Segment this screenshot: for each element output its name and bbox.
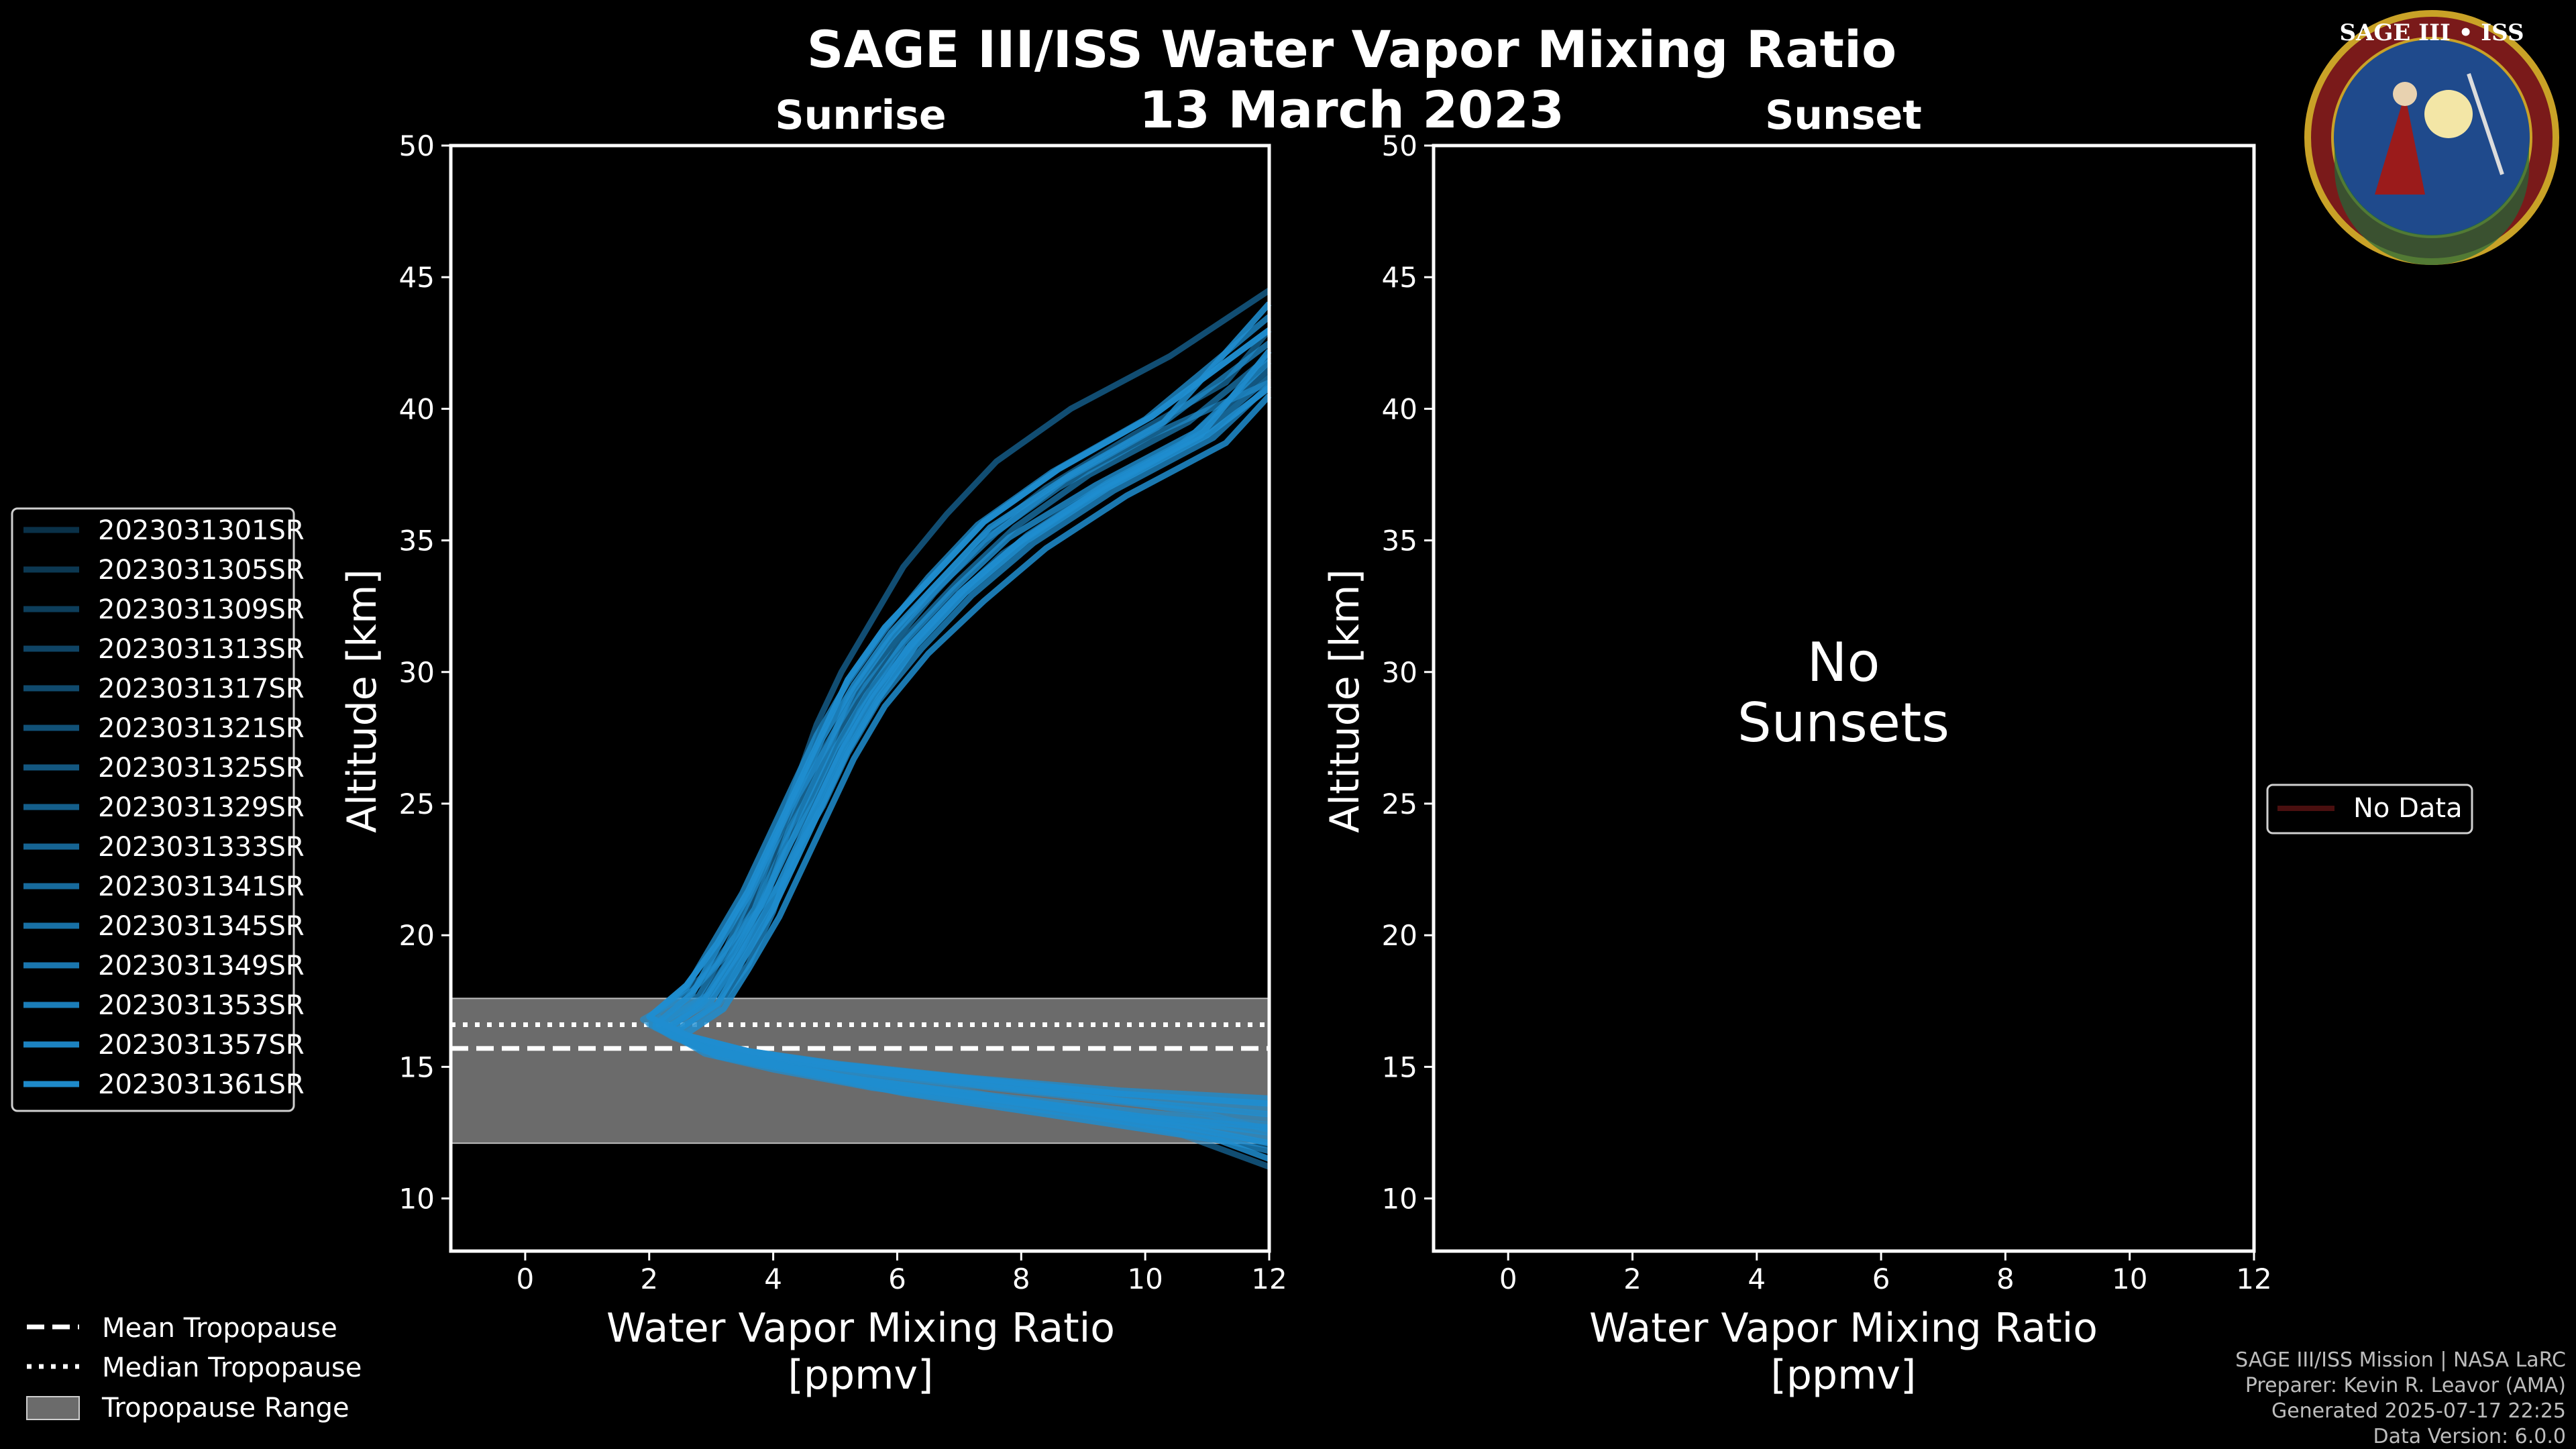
x-tick-label: 4 xyxy=(1748,1263,1766,1295)
y-tick-label: 25 xyxy=(1382,788,1417,820)
legend-entry: 2023031321SR xyxy=(98,713,305,744)
profile-line-2023031357SR xyxy=(671,385,1271,1146)
sunrise-plot: 0 2 4 6 8 10 12 10 15 20 25 30 35 40 45 50 Water Vapor … xyxy=(339,129,1287,1399)
no-sunsets-line1: No xyxy=(1807,631,1880,694)
y-tick-label: 15 xyxy=(1382,1051,1417,1083)
y-tick-label: 25 xyxy=(399,788,435,820)
y-tick-label: 35 xyxy=(1382,525,1417,557)
y-tick-label: 10 xyxy=(399,1183,435,1216)
x-tick-label: 6 xyxy=(888,1263,906,1295)
logo-text: SAGE III • ISS xyxy=(2339,19,2524,46)
sunset-xlabel-units: [ppmv] xyxy=(1771,1352,1917,1399)
legend-entry: 2023031341SR xyxy=(98,871,305,902)
no-sunsets-line2: Sunsets xyxy=(1737,692,1949,754)
y-tick-label: 40 xyxy=(399,392,435,425)
sunrise-ticks: 0 2 4 6 8 10 12 10 15 20 25 30 35 40 45 50 xyxy=(399,129,1287,1295)
sunrise-series xyxy=(640,288,1272,1170)
tropopause-layer xyxy=(450,998,1270,1144)
y-tick-label: 40 xyxy=(1382,392,1417,425)
sunset-ticks: 0 2 4 6 8 10 12 10 15 20 25 30 35 40 45 50 xyxy=(1382,129,2272,1295)
sunset-subtitle: Sunset xyxy=(1765,92,1922,139)
x-tick-label: 10 xyxy=(1127,1263,1163,1295)
footer-line1: SAGE III/ISS Mission | NASA LaRC xyxy=(2235,1348,2566,1372)
y-tick-label: 20 xyxy=(1382,919,1417,952)
legend-entry: 2023031329SR xyxy=(98,792,305,823)
legend-entry: 2023031333SR xyxy=(98,832,305,863)
sunset-xlabel: Water Vapor Mixing Ratio xyxy=(1589,1305,2098,1352)
legend-entry: 2023031349SR xyxy=(98,951,305,981)
mean-tropopause-label: Mean Tropopause xyxy=(102,1313,337,1344)
sunrise-xlabel-units: [ppmv] xyxy=(788,1352,934,1399)
legend-entry: 2023031317SR xyxy=(98,674,305,704)
legend-entry: 2023031353SR xyxy=(98,990,305,1021)
legend-entry: 2023031313SR xyxy=(98,634,305,665)
date-title: 13 March 2023 xyxy=(1139,80,1564,140)
legend-entry: 2023031345SR xyxy=(98,911,305,942)
y-tick-label: 45 xyxy=(399,261,435,294)
profile-line-2023031345SR xyxy=(677,393,1272,1162)
y-tick-label: 30 xyxy=(399,656,435,689)
legend-entry: 2023031325SR xyxy=(98,753,305,784)
sunrise-ylabel: Altitude [km] xyxy=(339,569,386,833)
x-tick-label: 0 xyxy=(1499,1263,1517,1295)
y-tick-label: 10 xyxy=(1382,1183,1417,1216)
sunset-axes-frame xyxy=(1432,144,2256,1253)
legend-entry: 2023031301SR xyxy=(98,515,305,546)
y-tick-label: 30 xyxy=(1382,656,1417,689)
footer-line4: Data Version: 6.0.0 xyxy=(2373,1425,2566,1448)
sunrise-subtitle: Sunrise xyxy=(775,92,946,139)
y-tick-label: 50 xyxy=(399,129,435,162)
sunrise-xlabel: Water Vapor Mixing Ratio xyxy=(606,1305,1115,1352)
x-tick-label: 12 xyxy=(1251,1263,1287,1295)
legend-entry: 2023031357SR xyxy=(98,1030,305,1061)
tropopause-range-label: Tropopause Range xyxy=(101,1393,350,1424)
no-data-legend: No Data xyxy=(2266,784,2473,835)
series-legend: 2023031301SR 2023031305SR 2023031309SR 2023… xyxy=(11,507,305,1112)
no-data-label: No Data xyxy=(2353,793,2463,824)
y-tick-label: 35 xyxy=(399,525,435,557)
x-tick-label: 2 xyxy=(640,1263,658,1295)
tropopause-range-swatch xyxy=(26,1396,80,1420)
x-tick-label: 4 xyxy=(764,1263,782,1295)
x-tick-label: 8 xyxy=(1012,1263,1030,1295)
footer-line3: Generated 2025-07-17 22:25 xyxy=(2271,1399,2566,1423)
mission-logo: SAGE III • ISS xyxy=(2304,10,2559,265)
profile-line-2023031361SR xyxy=(646,327,1271,1107)
legend-entry: 2023031305SR xyxy=(98,555,305,586)
tropopause-legend: Mean Tropopause Median Tropopause Tropop… xyxy=(26,1313,362,1424)
sunrise-axes-frame xyxy=(449,144,1271,1253)
x-tick-label: 2 xyxy=(1623,1263,1642,1295)
x-tick-label: 0 xyxy=(517,1263,535,1295)
x-tick-label: 10 xyxy=(2112,1263,2147,1295)
y-tick-label: 20 xyxy=(399,919,435,952)
x-tick-label: 8 xyxy=(1996,1263,2015,1295)
x-tick-label: 6 xyxy=(1872,1263,1890,1295)
median-tropopause-label: Median Tropopause xyxy=(102,1352,362,1383)
legend-entry: 2023031361SR xyxy=(98,1069,305,1100)
footer-line2: Preparer: Kevin R. Leavor (AMA) xyxy=(2245,1374,2566,1397)
y-tick-label: 45 xyxy=(1382,261,1417,294)
x-tick-label: 12 xyxy=(2236,1263,2271,1295)
legend-entry: 2023031309SR xyxy=(98,594,305,625)
footer: SAGE III/ISS Mission | NASA LaRC Prepare… xyxy=(2235,1348,2566,1448)
main-title: SAGE III/ISS Water Vapor Mixing Ratio xyxy=(807,19,1897,79)
y-tick-label: 50 xyxy=(1382,129,1417,162)
sunset-ylabel: Altitude [km] xyxy=(1322,569,1368,833)
y-tick-label: 15 xyxy=(399,1051,435,1083)
sunset-plot: 0 2 4 6 8 10 12 10 15 20 25 30 35 40 45 50 No Sunsets W… xyxy=(1322,129,2272,1399)
